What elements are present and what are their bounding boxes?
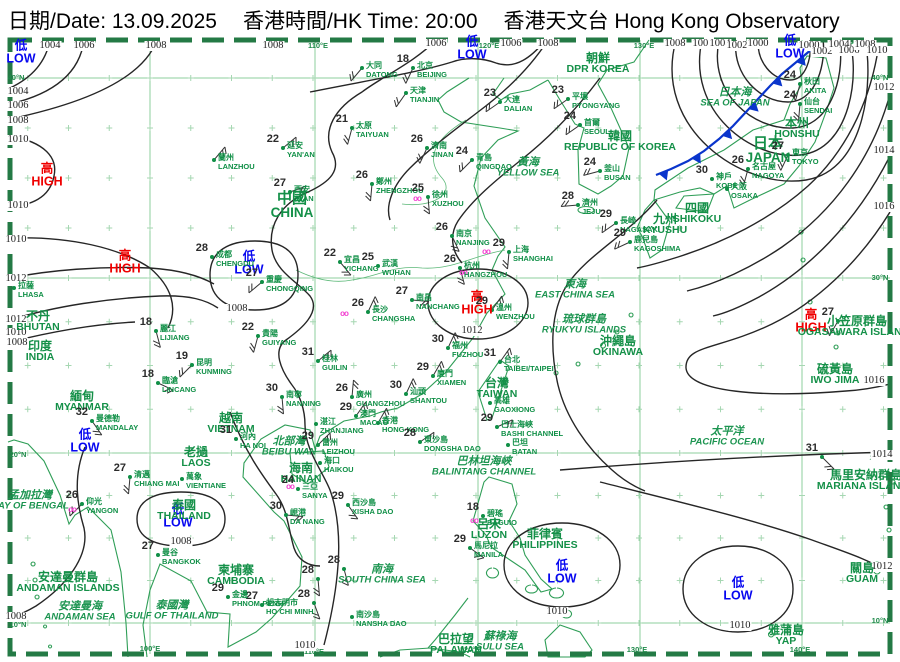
wind-barbs — [68, 67, 839, 620]
station-dots — [12, 66, 840, 619]
header-source: 香港天文台 Hong Kong Observatory — [503, 10, 840, 33]
cold-front — [655, 43, 819, 181]
chart-header: 日期/Date: 13.09.2025 香港時間/HK Time: 20:00 香港… — [0, 0, 900, 41]
header-time: 香港時間/HK Time: 20:00 — [242, 10, 478, 33]
header-date: 日期/Date: 13.09.2025 — [8, 10, 217, 33]
map-border — [7, 37, 893, 657]
isobars — [9, 39, 891, 646]
graticule — [10, 40, 890, 654]
